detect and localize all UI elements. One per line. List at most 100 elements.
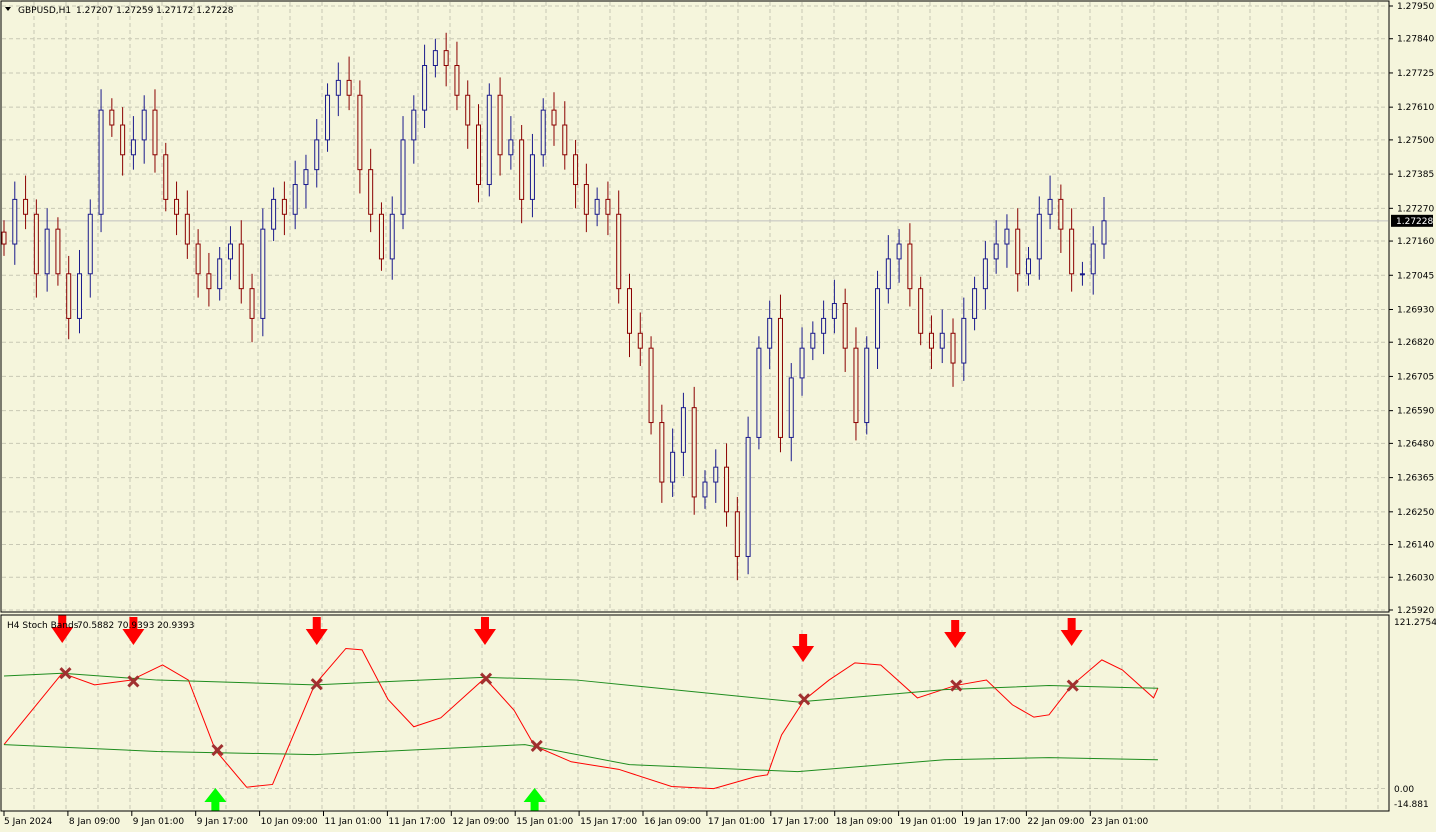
bull-candle <box>961 317 967 364</box>
bear-candle <box>497 94 503 156</box>
buy-arrow-icon <box>204 788 227 811</box>
indicator-frame <box>0 614 1390 812</box>
ohlc-values: 1.27207 1.27259 1.27172 1.27228 <box>76 6 234 16</box>
bull-candle <box>314 139 320 171</box>
sell-arrow-icon <box>1060 618 1083 646</box>
bull-candle <box>335 79 341 96</box>
bear-candle <box>562 124 568 156</box>
sell-arrow-icon <box>305 617 328 645</box>
bull-candle <box>831 303 837 319</box>
time-label: 9 Jan 01:00 <box>133 817 185 827</box>
main-chart-frame <box>0 0 1390 613</box>
bear-candle <box>66 273 72 319</box>
time-label: 15 Jan 17:00 <box>580 817 637 827</box>
triangle-down-icon[interactable] <box>5 7 11 11</box>
sell-arrow-icon <box>792 634 815 662</box>
bear-candle <box>842 303 848 349</box>
candles <box>1 32 1107 581</box>
price-label: 1.27385 <box>1397 170 1434 180</box>
upper-band <box>3 672 1158 703</box>
price-label: 1.27160 <box>1397 237 1434 247</box>
bear-candle <box>206 273 212 290</box>
sell-arrow-icon <box>122 617 145 645</box>
bear-candle <box>174 198 180 215</box>
bear-candle <box>120 124 126 156</box>
price-label: 1.27610 <box>1397 103 1434 113</box>
bull-candle <box>1004 228 1010 245</box>
time-label: 5 Jan 2024 <box>4 817 52 827</box>
bull-candle <box>227 243 233 260</box>
price-label: 1.26930 <box>1397 305 1434 315</box>
price-label: 1.27725 <box>1397 69 1434 79</box>
time-label: 12 Jan 09:00 <box>452 817 509 827</box>
bear-candle <box>659 422 665 483</box>
bull-candle <box>885 258 891 290</box>
bull-candle <box>130 139 136 156</box>
bull-candle <box>864 347 870 424</box>
bear-candle <box>33 213 39 275</box>
indicator-scale-bottom: -14.881 <box>1394 800 1429 810</box>
bear-candle <box>918 288 924 334</box>
bear-candle <box>583 184 589 215</box>
time-label: 18 Jan 09:00 <box>836 817 893 827</box>
indicator-scale-top: 121.2754 <box>1394 618 1436 628</box>
time-label: 17 Jan 01:00 <box>708 817 765 827</box>
bear-candle <box>626 288 632 334</box>
cross-icon <box>211 744 224 757</box>
bear-candle <box>724 466 730 513</box>
stoch-line <box>3 647 1159 790</box>
bull-candle <box>271 198 277 230</box>
stoch-panel <box>3 615 1159 811</box>
bear-candle <box>734 511 740 557</box>
bull-candle <box>400 139 406 215</box>
bear-candle <box>648 347 654 424</box>
bull-candle <box>788 377 794 438</box>
bull-candle <box>875 288 881 349</box>
bull-candle <box>141 109 147 141</box>
bull-candle <box>12 198 18 245</box>
price-label: 1.25920 <box>1397 606 1434 616</box>
price-label: 1.26365 <box>1397 474 1434 484</box>
bear-candle <box>443 50 449 67</box>
cross-icon <box>59 667 72 680</box>
time-label: 23 Jan 01:00 <box>1091 817 1148 827</box>
cross-icon <box>530 739 543 753</box>
price-label: 1.27840 <box>1397 35 1434 45</box>
bull-candle <box>1101 220 1107 245</box>
bull-candle <box>540 109 546 156</box>
bull-candle <box>1079 273 1085 276</box>
bull-candle <box>756 347 762 438</box>
bull-candle <box>594 198 600 215</box>
cross-icon <box>127 675 140 688</box>
time-label: 19 Jan 01:00 <box>900 817 957 827</box>
bear-candle <box>777 317 783 438</box>
bull-candle <box>821 317 827 334</box>
bear-candle <box>691 407 697 498</box>
time-label: 11 Jan 01:00 <box>325 817 382 827</box>
indicator-scale-zero: 0.00 <box>1394 785 1414 795</box>
time-label: 10 Jan 09:00 <box>261 817 318 827</box>
price-label: 1.26480 <box>1397 439 1434 449</box>
bear-candle <box>1058 198 1064 230</box>
bull-candle <box>76 273 82 319</box>
bull-candle <box>508 139 514 156</box>
indicator-values: 70.5882 70.9393 20.9393 <box>77 621 194 631</box>
bull-candle <box>972 288 978 319</box>
cross-icon <box>798 693 811 706</box>
bull-candle <box>1026 258 1032 275</box>
bear-candle <box>616 213 622 290</box>
price-label: 1.26705 <box>1397 372 1434 382</box>
cross-icon <box>310 678 323 691</box>
indicator-name: H4 Stoch Bands <box>7 621 79 631</box>
bull-candle <box>670 451 676 483</box>
price-label: 1.27045 <box>1397 271 1434 281</box>
current-price-badge <box>1391 214 1433 227</box>
bull-candle <box>1047 198 1053 215</box>
symbol-title: GBPUSD,H1 <box>18 6 71 16</box>
axes: 1.27950 1.27840 1.27725 1.27610 1.27500 1.273… <box>3 2 1434 827</box>
grid <box>2 2 1388 810</box>
bull-candle <box>422 65 428 111</box>
bear-candle <box>238 243 244 290</box>
